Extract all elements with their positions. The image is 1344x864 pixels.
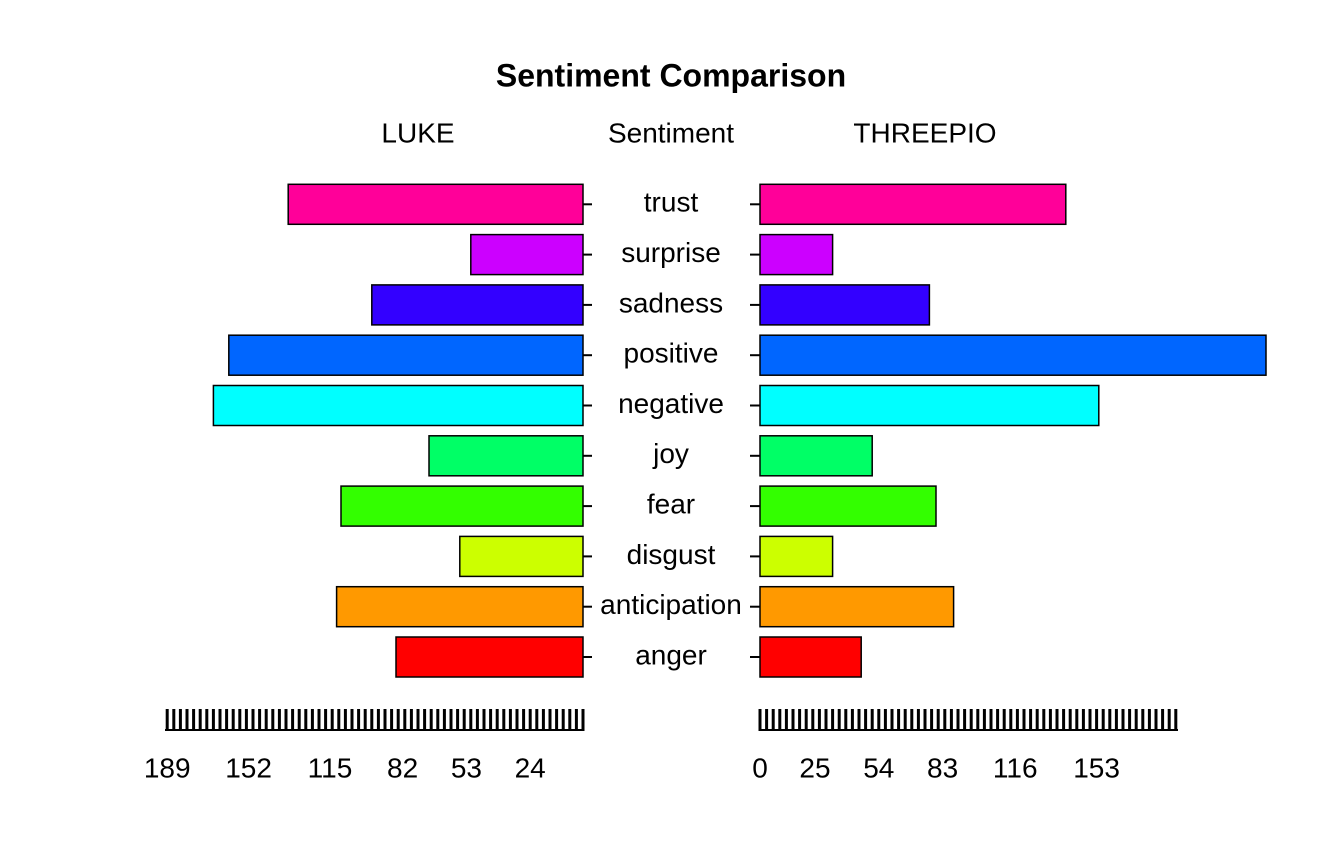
- left-tick-label: 115: [308, 752, 353, 783]
- left-tick-label: 189: [144, 752, 191, 783]
- right-bar: [759, 384, 1100, 427]
- right-tick-label: 83: [927, 752, 958, 783]
- chart-title: Sentiment Comparison: [496, 57, 846, 93]
- category-label: sadness: [619, 287, 723, 318]
- right-header: THREEPIO: [853, 117, 996, 148]
- left-header: LUKE: [381, 117, 454, 148]
- left-tick-label: 24: [515, 752, 546, 783]
- category-label: fear: [647, 488, 695, 519]
- category-label: surprise: [621, 237, 721, 268]
- right-bar: [759, 233, 834, 276]
- right-tick-label: 153: [1073, 752, 1120, 783]
- left-bar: [212, 384, 584, 427]
- left-bar: [335, 585, 584, 628]
- left-tick-label: 53: [451, 752, 482, 783]
- right-bar: [759, 284, 931, 326]
- left-bar: [371, 284, 584, 326]
- right-tick-label: 25: [799, 752, 830, 783]
- left-bar: [470, 233, 584, 276]
- left-tick-label: 82: [387, 752, 418, 783]
- left-bar: [459, 535, 584, 578]
- right-tick-label: 116: [993, 752, 1038, 783]
- center-header: Sentiment: [608, 117, 734, 148]
- category-label: positive: [624, 338, 719, 369]
- right-bar: [759, 535, 834, 578]
- left-tick-label: 152: [225, 752, 272, 783]
- category-label: joy: [652, 438, 689, 469]
- left-bar: [428, 435, 584, 477]
- right-tick-label: 54: [863, 752, 894, 783]
- right-tick-label: 0: [752, 752, 768, 783]
- category-label: negative: [618, 388, 724, 419]
- right-bar: [759, 636, 862, 678]
- left-bar: [287, 183, 584, 226]
- category-label: anger: [635, 639, 707, 670]
- right-bar: [759, 183, 1067, 226]
- right-bar: [759, 585, 955, 628]
- category-label: anticipation: [600, 589, 742, 620]
- right-bar: [759, 334, 1267, 376]
- left-bar: [340, 485, 584, 527]
- right-bar: [759, 485, 937, 527]
- left-bar: [228, 334, 584, 376]
- left-bar: [395, 636, 584, 678]
- category-label: trust: [644, 187, 699, 218]
- category-label: disgust: [627, 539, 716, 570]
- right-bar: [759, 435, 873, 477]
